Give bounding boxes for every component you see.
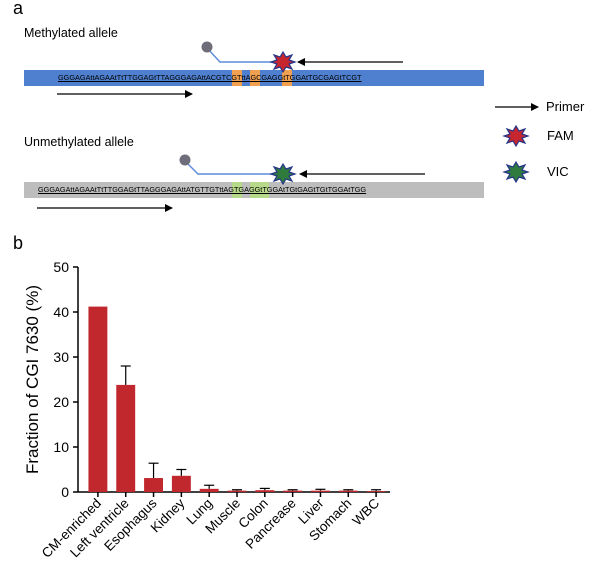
bar	[88, 306, 108, 492]
bar	[116, 384, 136, 492]
legend-vic-label: VIC	[547, 164, 569, 179]
quencher-dot-methylated	[201, 41, 213, 53]
bar	[227, 490, 247, 492]
legend-fam-label: FAM	[547, 128, 574, 143]
fam-star-methylated	[269, 50, 297, 74]
x-tick-label: WBC	[349, 495, 382, 528]
y-tick-label: 40	[53, 304, 69, 320]
y-tick-label: 30	[53, 349, 69, 365]
bar	[199, 488, 219, 492]
vic-star-unmethylated	[269, 162, 297, 186]
methylation-diagram	[24, 41, 539, 212]
panel-a-letter: a	[13, 0, 24, 18]
panel-b-letter: b	[13, 233, 24, 253]
bar	[283, 490, 303, 492]
unmethylated-cpg-highlights	[232, 182, 269, 198]
probe-line-unmethylated	[184, 160, 283, 175]
bar	[171, 475, 191, 492]
methylated-cpg-highlights	[232, 70, 292, 86]
unmethylated-allele-label: Unmethylated allele	[24, 135, 134, 149]
bar	[144, 478, 164, 492]
y-tick-label: 50	[53, 259, 69, 275]
y-tick-label: 0	[61, 484, 69, 500]
legend-primer-label: Primer	[546, 99, 585, 114]
quencher-dot-unmethylated	[179, 154, 191, 166]
bar	[310, 490, 330, 492]
bar	[255, 490, 275, 492]
methylated-allele-label: Methylated allele	[24, 26, 118, 40]
bar	[338, 490, 358, 492]
y-tick-label: 20	[53, 394, 69, 410]
legend-vic-star	[502, 160, 530, 184]
legend-fam-star	[502, 124, 530, 148]
y-tick-label: 10	[53, 439, 69, 455]
y-axis-label: Fraction of CGI 7630 (%)	[23, 285, 42, 474]
probe-line-methylated	[206, 47, 283, 63]
methylated-sequence-text: GGGAGAttAGAAtTtTTGGAGtTTAGGGAGAttACGTCGT…	[58, 73, 362, 82]
bar	[366, 491, 386, 492]
unmethylated-sequence-text: GGGAGAttAGAAtTtTTGGAGtTTAGGGAGAttATGTTGT…	[38, 185, 367, 194]
